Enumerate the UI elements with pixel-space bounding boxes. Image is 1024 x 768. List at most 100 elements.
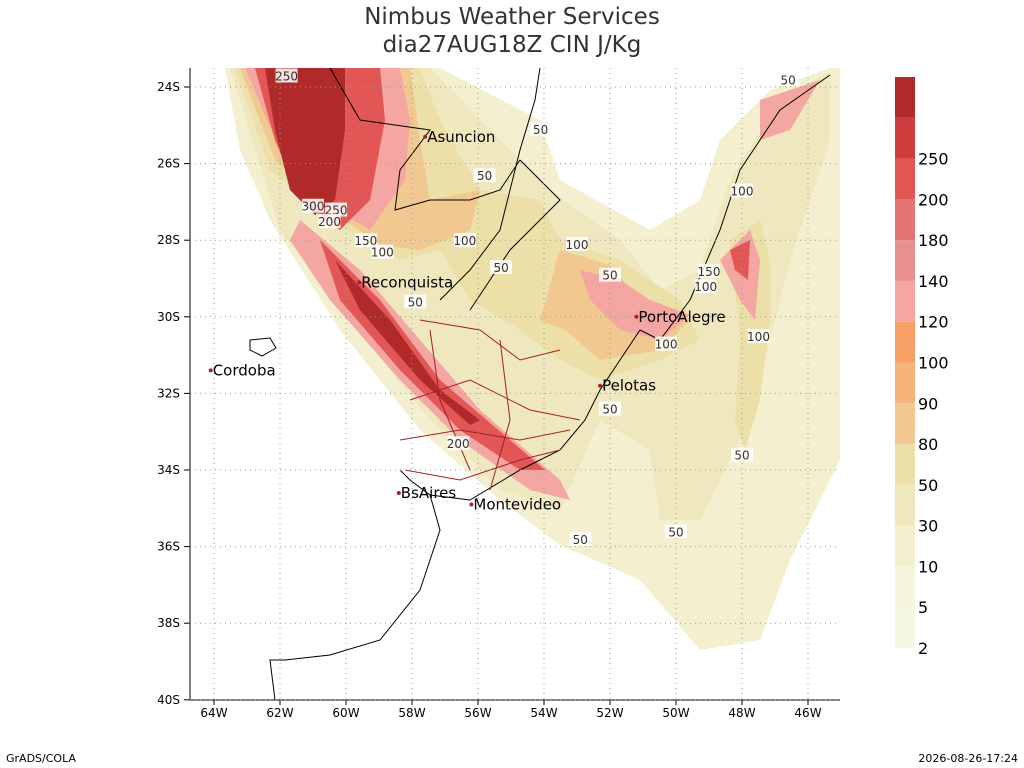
- colorbar-box: [895, 525, 915, 567]
- contour-label-bg: [566, 237, 588, 252]
- contour-label: 50: [734, 449, 749, 463]
- contour-label: 100: [453, 234, 476, 248]
- contour-label-bg: [599, 401, 621, 416]
- contour-label: 300: [302, 200, 325, 214]
- lon-tick-label: 50W: [662, 706, 689, 720]
- cin-shade: [245, 68, 820, 340]
- lon-tick-label: 58W: [398, 706, 425, 720]
- colorbar-label: 100: [918, 354, 949, 373]
- city-label: BsAires: [401, 484, 457, 502]
- lat-tick-label: 32S: [157, 386, 180, 400]
- contour-label: 200: [318, 215, 341, 229]
- contour-label-bg: [665, 524, 687, 539]
- coastline: [269, 67, 831, 701]
- lon-tick-label: 62W: [266, 706, 293, 720]
- lat-tick-label: 28S: [157, 233, 180, 247]
- borders: [249, 67, 831, 701]
- colorbar-box: [895, 117, 915, 159]
- city-label: PortoAlegre: [638, 308, 725, 326]
- contour-label-bg: [529, 122, 552, 137]
- contour-label: 50: [493, 261, 508, 275]
- lon-tick-label: 56W: [464, 706, 491, 720]
- city-marker: [357, 280, 362, 285]
- grid: [184, 68, 840, 705]
- colorbar-label: 2: [918, 639, 928, 658]
- lat-tick-label: 26S: [157, 157, 180, 171]
- city-label: Pelotas: [602, 377, 656, 395]
- contour-label: 100: [655, 338, 678, 352]
- lon-tick-label: 64W: [200, 706, 227, 720]
- colorbar-box: [895, 566, 915, 608]
- contour-label: 200: [447, 437, 470, 451]
- lat-tick-label: 24S: [157, 80, 180, 94]
- colorbar-label: 140: [918, 272, 949, 291]
- contour-label-bg: [447, 436, 470, 451]
- colorbar-label: 180: [918, 231, 949, 250]
- lat-tick-label: 38S: [157, 616, 180, 630]
- cin-shade: [265, 68, 480, 425]
- contour-label-bg: [698, 263, 720, 278]
- contour-label: 100: [694, 280, 717, 294]
- colorbar-box: [895, 444, 915, 485]
- contour-label: 100: [747, 330, 770, 344]
- contour-label: 250: [275, 70, 298, 84]
- city-marker: [634, 314, 639, 319]
- colorbar-label: 50: [918, 476, 938, 495]
- island: [249, 337, 277, 357]
- colorbar-box: [895, 607, 915, 648]
- lat-tick-label: 34S: [157, 463, 180, 477]
- colorbar-label: 30: [918, 517, 938, 536]
- colorbar-label: 10: [918, 557, 938, 576]
- footer-left: GrADS/COLA: [6, 752, 76, 765]
- contour-label-bg: [453, 233, 476, 248]
- contour-label: 50: [602, 269, 617, 283]
- shading: [225, 68, 840, 650]
- contour-label: 50: [408, 295, 423, 309]
- contour-label: 50: [573, 533, 588, 547]
- colorbar-box: [895, 280, 915, 322]
- title: Nimbus Weather Services: [364, 4, 660, 30]
- lon-tick-label: 60W: [332, 706, 359, 720]
- lon-tick-label: 54W: [530, 706, 557, 720]
- contour-label: 100: [371, 246, 394, 260]
- contour-label: 50: [781, 73, 796, 87]
- colorbar-box: [895, 484, 915, 526]
- city-marker: [208, 368, 213, 373]
- colorbar-label: 250: [918, 150, 949, 169]
- labels: 64W 62W 60W 58W 56W 54W 52W 50W 48W 46W 24S 26S 28S 3…: [157, 68, 822, 720]
- colorbar-box: [895, 240, 915, 281]
- city-label: Montevideo: [473, 495, 561, 513]
- contour-label: 150: [698, 265, 721, 279]
- contour-label-bg: [731, 447, 753, 462]
- colorbar-label: 120: [918, 313, 949, 332]
- subtitle: dia27AUG18Z CIN J/Kg: [383, 32, 642, 58]
- contour-label: 100: [566, 238, 589, 252]
- city-label: Reconquista: [361, 273, 453, 291]
- lon-tick-label: 46W: [794, 706, 821, 720]
- contour-label-bg: [354, 233, 377, 248]
- city-marker: [423, 134, 428, 139]
- contour-label-bg: [569, 531, 592, 546]
- contour-label-bg: [325, 202, 348, 217]
- contour-label-bg: [404, 294, 427, 309]
- city-label: Cordoba: [213, 361, 276, 379]
- colorbar-box: [895, 199, 915, 241]
- colorbar-box: [895, 158, 915, 200]
- contour-label-bg: [599, 267, 621, 282]
- contour-label-bg: [275, 68, 298, 83]
- contour-label: 50: [668, 525, 683, 539]
- colorbar-box: [895, 362, 915, 404]
- colorbar-label: 90: [918, 394, 938, 413]
- lat-tick-label: 36S: [157, 540, 180, 554]
- city-marker: [396, 490, 401, 495]
- city-label: Asuncion: [427, 128, 495, 146]
- lon-tick-label: 48W: [728, 706, 755, 720]
- lon-tick-label: 52W: [596, 706, 623, 720]
- contour-label-bg: [777, 72, 800, 87]
- lat-tick-label: 30S: [157, 310, 180, 324]
- footer-right: 2026-08-26-17:24: [918, 752, 1018, 765]
- contour-label-bg: [747, 328, 770, 343]
- colorbar-box: [895, 321, 915, 363]
- contour-label-bg: [731, 183, 753, 198]
